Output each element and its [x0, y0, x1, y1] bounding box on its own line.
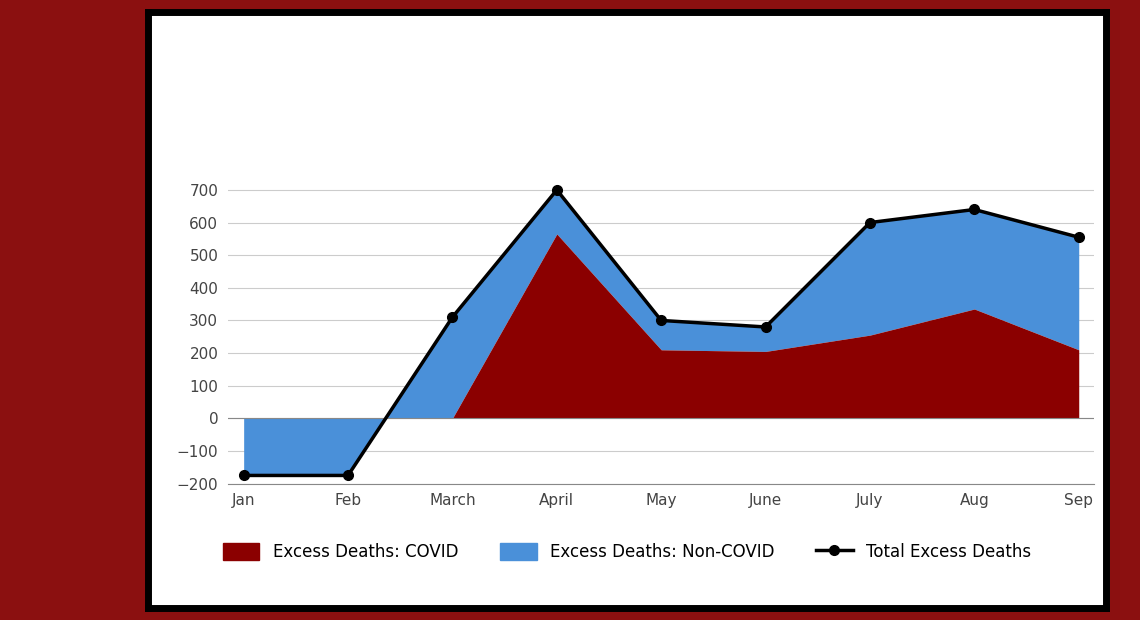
- Text: 2020 Monthly Resident Deaths in Excess of Prior 3 Year Average: 2020 Monthly Resident Deaths in Excess o…: [380, 135, 913, 153]
- Legend: Excess Deaths: COVID, Excess Deaths: Non-COVID, Total Excess Deaths: Excess Deaths: COVID, Excess Deaths: Non…: [217, 536, 1037, 567]
- Text: Excess Deaths in Washington: Excess Deaths in Washington: [347, 68, 945, 102]
